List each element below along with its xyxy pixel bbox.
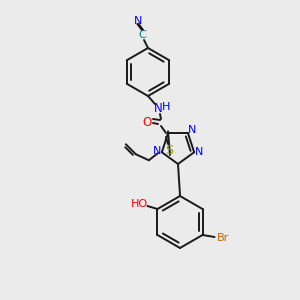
Text: O: O	[142, 116, 152, 128]
Text: N: N	[154, 103, 162, 116]
Text: N: N	[134, 16, 142, 26]
Text: HO: HO	[131, 199, 148, 209]
Text: C: C	[138, 30, 146, 40]
Text: N: N	[195, 147, 203, 157]
Text: S: S	[165, 143, 173, 157]
Text: H: H	[162, 102, 170, 112]
Text: N: N	[153, 146, 161, 156]
Text: Br: Br	[216, 233, 229, 243]
Text: N: N	[188, 125, 196, 135]
